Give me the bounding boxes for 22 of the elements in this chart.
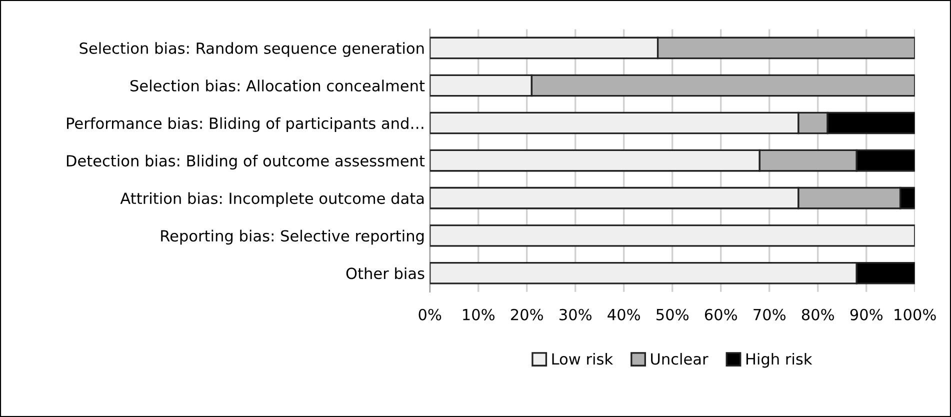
y-tick-label: Reporting bias: Selective reporting [161, 230, 424, 245]
x-tick-label: 80% [802, 308, 834, 320]
legend-label: High risk [746, 352, 812, 368]
y-tick-label: Selection bias: Random sequence generation [80, 42, 424, 57]
y-tick-label: Attrition bias: Incomplete outcome data [120, 192, 424, 208]
x-tick-label: 70% [754, 308, 786, 320]
y-tick-label: Detection bias: Bliding of outcome assessment [66, 154, 425, 170]
x-tick-label: 0% [418, 308, 442, 320]
x-tick-label: 90% [850, 308, 882, 320]
x-tick-label: 50% [656, 308, 688, 320]
x-tick-label: 100% [894, 308, 936, 320]
y-tick-label: Performance bias: Bliding of participants and… [67, 117, 424, 132]
bar [430, 224, 915, 247]
legend-label: Low risk [552, 352, 614, 365]
y-tick-label: Selection bias: Allocation concealment [130, 80, 425, 92]
x-tick-label: 60% [704, 308, 737, 320]
legend-label: Unclear [651, 352, 708, 365]
y-tick-label: Other bias [346, 267, 424, 280]
x-tick-label: 30% [560, 308, 592, 320]
x-tick-label: 20% [510, 308, 543, 320]
x-tick-label: 40% [608, 308, 640, 320]
x-tick-label: 10% [463, 308, 494, 320]
